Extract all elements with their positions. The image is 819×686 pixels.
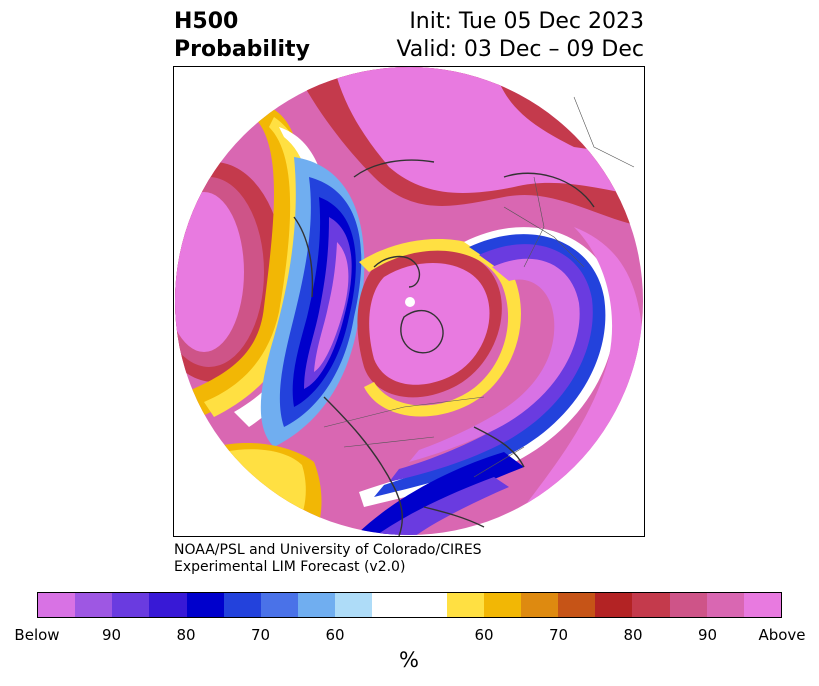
coastlines <box>293 159 595 536</box>
title-variable: H500 <box>174 9 239 34</box>
plot-title: H500 Probability <box>174 8 310 64</box>
colorbar-tick-label: Below <box>14 626 60 644</box>
credit-line1: NOAA/PSL and University of Colorado/CIRE… <box>174 542 482 558</box>
colorbar-segment <box>483 593 522 617</box>
colorbar-segment <box>112 593 150 617</box>
colorbar-tick-label: 70 <box>548 626 569 644</box>
colorbar-segment <box>521 593 559 617</box>
colorbar-segment <box>149 593 187 617</box>
forecast-dates: Init: Tue 05 Dec 2023 Valid: 03 Dec – 09… <box>396 8 644 64</box>
colorbar-unit: % <box>399 648 419 672</box>
colorbar-tick-label: 90 <box>697 626 718 644</box>
probability-map-svg <box>175 67 643 536</box>
borders <box>323 96 635 478</box>
colorbar-tick-label: 80 <box>176 626 196 644</box>
colorbar-segment <box>75 593 113 617</box>
colorbar-tick-label: 60 <box>474 626 494 644</box>
valid-range: Valid: 03 Dec – 09 Dec <box>396 37 644 62</box>
colorbar-segment <box>595 593 633 617</box>
colorbar-segment <box>669 593 707 617</box>
colorbar-tick-label: 70 <box>250 626 271 644</box>
colorbar-tick-label: 80 <box>623 626 643 644</box>
colorbar-segment <box>260 593 299 617</box>
shaded-probability <box>175 67 643 535</box>
colorbar-segment <box>558 593 596 617</box>
colorbar-segment <box>446 593 484 617</box>
colorbar-segment <box>743 593 782 617</box>
colorbar-segment <box>186 593 224 617</box>
colorbar-segment <box>372 593 447 617</box>
colorbar-tick-label: 60 <box>325 626 345 644</box>
colorbar-segment <box>335 593 373 617</box>
colorbar-segment <box>223 593 261 617</box>
credit-line2: Experimental LIM Forecast (v2.0) <box>174 559 406 575</box>
polar-map <box>173 66 645 537</box>
colorbar-segment <box>38 593 76 617</box>
colorbar-segment <box>632 593 670 617</box>
title-quantity: Probability <box>174 37 310 62</box>
colorbar-segment <box>298 593 336 617</box>
colorbar <box>37 592 782 618</box>
credit-text: NOAA/PSL and University of Colorado/CIRE… <box>174 542 482 576</box>
colorbar-segment <box>706 593 744 617</box>
colorbar-tick-label: 90 <box>101 626 122 644</box>
init-date: Init: Tue 05 Dec 2023 <box>409 9 644 34</box>
colorbar-tick-label: Above <box>758 626 806 644</box>
